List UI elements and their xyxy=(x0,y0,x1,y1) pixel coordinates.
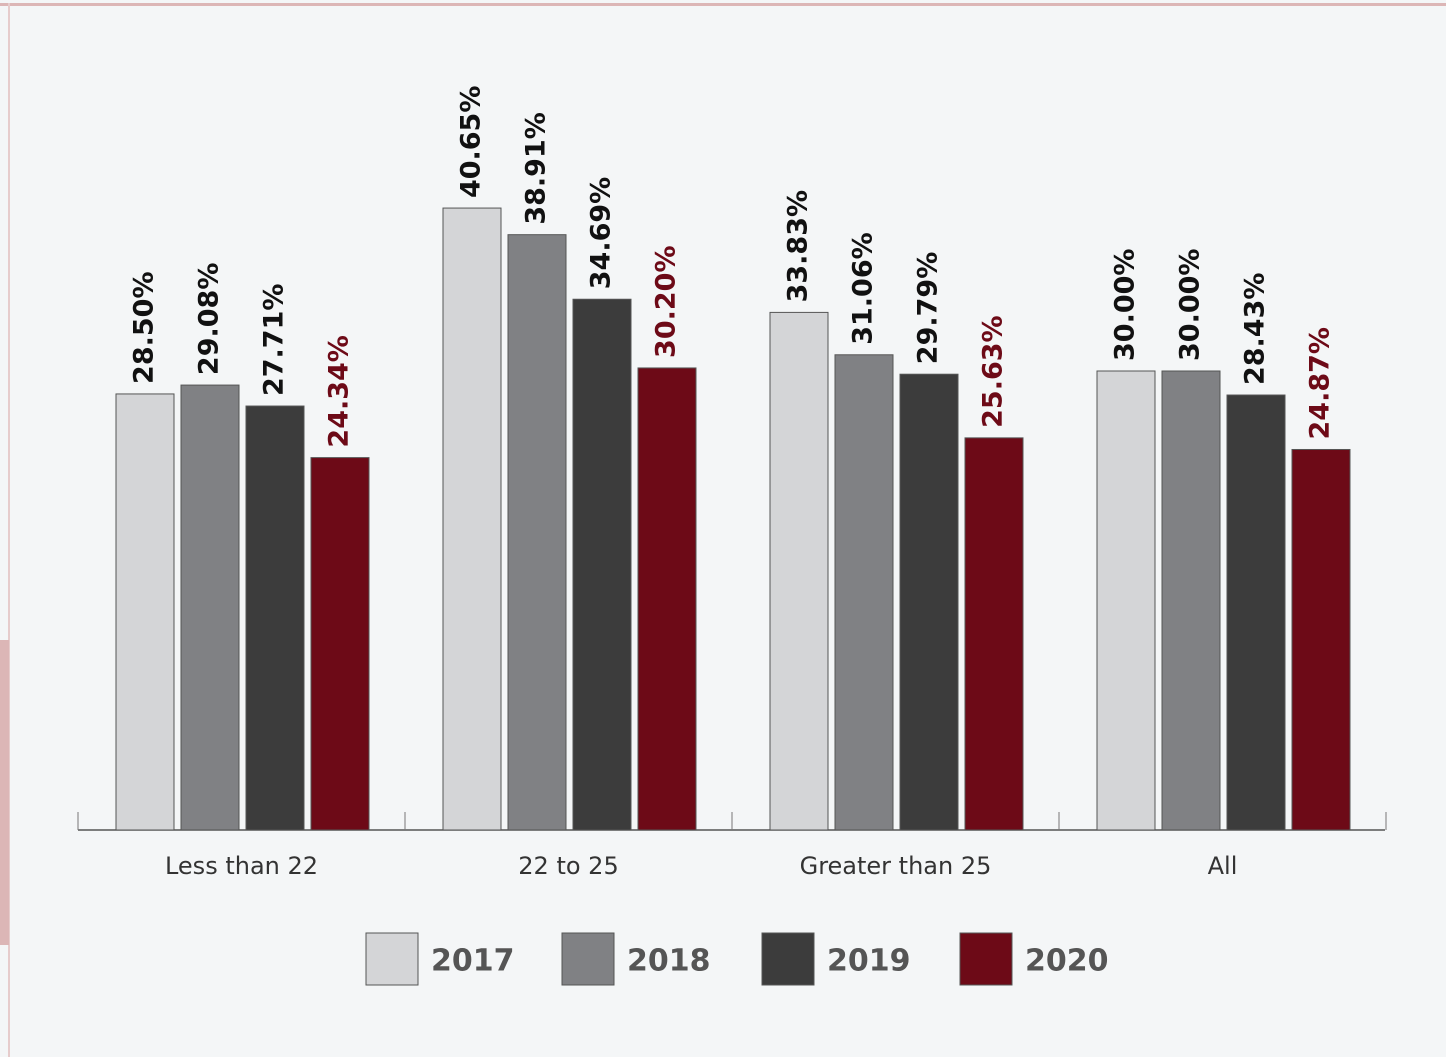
x-tick-label: Less than 22 xyxy=(165,852,318,880)
bar xyxy=(572,298,632,831)
value-label: 27.71% xyxy=(259,284,290,396)
bar xyxy=(964,437,1024,831)
bar xyxy=(442,207,502,831)
value-label: 33.83% xyxy=(783,190,814,302)
bar xyxy=(507,234,567,831)
top-border xyxy=(0,3,1446,6)
value-label: 28.50% xyxy=(129,271,160,383)
bar xyxy=(115,393,175,831)
bar xyxy=(769,311,829,831)
value-label: 25.63% xyxy=(978,315,1009,427)
legend-label: 2020 xyxy=(1025,944,1109,979)
legend-label: 2018 xyxy=(627,944,711,979)
value-label: 30.20% xyxy=(651,245,682,357)
side-accent xyxy=(0,640,9,945)
x-tick-label: 22 to 25 xyxy=(518,852,618,880)
bar xyxy=(245,405,305,831)
value-label: 34.69% xyxy=(586,177,617,289)
value-label: 30.00% xyxy=(1175,249,1206,361)
bar xyxy=(899,373,959,831)
bar xyxy=(1161,370,1221,831)
x-tick-label: All xyxy=(1208,852,1238,880)
x-tick-label: Greater than 25 xyxy=(800,852,992,880)
bar xyxy=(1291,448,1351,831)
value-label: 24.34% xyxy=(324,335,355,447)
legend-swatch xyxy=(365,932,419,986)
value-label: 29.79% xyxy=(913,252,944,364)
value-label: 30.00% xyxy=(1110,249,1141,361)
value-label: 40.65% xyxy=(456,86,487,198)
bar xyxy=(637,367,697,831)
bar xyxy=(1096,370,1156,831)
legend-swatch xyxy=(761,932,815,986)
legend-label: 2017 xyxy=(431,944,515,979)
legend-swatch xyxy=(959,932,1013,986)
left-border xyxy=(8,3,10,1057)
bar xyxy=(834,354,894,831)
value-label: 29.08% xyxy=(194,263,225,375)
value-label: 24.87% xyxy=(1305,327,1336,439)
bar xyxy=(180,384,240,831)
value-label: 31.06% xyxy=(848,232,879,344)
bar xyxy=(310,457,370,831)
legend-swatch xyxy=(561,932,615,986)
legend-label: 2019 xyxy=(827,944,911,979)
bar xyxy=(1226,394,1286,831)
value-label: 28.43% xyxy=(1240,273,1271,385)
value-label: 38.91% xyxy=(521,112,552,224)
